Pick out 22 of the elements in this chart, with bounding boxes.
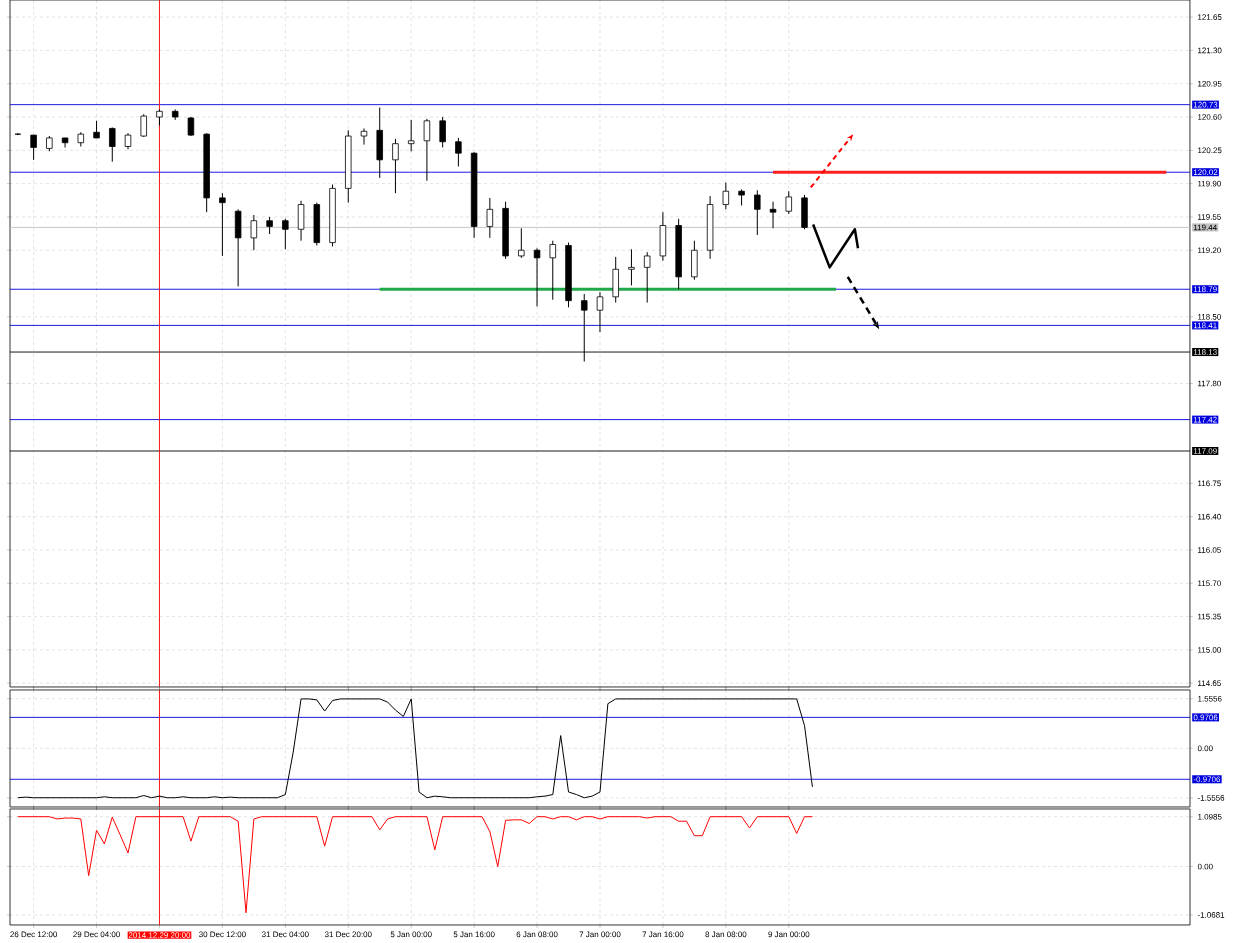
candlestick bbox=[533, 247, 541, 307]
candlestick bbox=[392, 138, 399, 194]
candlestick bbox=[785, 190, 792, 215]
candlestick bbox=[769, 201, 777, 229]
candlestick bbox=[549, 240, 557, 301]
candlestick bbox=[628, 248, 635, 286]
candlestick bbox=[486, 197, 494, 239]
candlestick bbox=[423, 118, 431, 182]
candlestick bbox=[439, 116, 446, 148]
candlestick bbox=[250, 214, 258, 251]
candlestick bbox=[455, 137, 462, 167]
candlestick bbox=[360, 127, 368, 146]
candlestick bbox=[219, 192, 226, 257]
candlestick bbox=[643, 251, 651, 304]
candlestick bbox=[596, 291, 604, 333]
candlestick bbox=[109, 126, 116, 163]
candlestick bbox=[754, 189, 761, 236]
candlestick bbox=[282, 218, 289, 250]
candlestick bbox=[518, 227, 525, 259]
candlestick bbox=[30, 134, 37, 161]
candlestick bbox=[722, 182, 730, 210]
candlestick bbox=[407, 119, 415, 152]
